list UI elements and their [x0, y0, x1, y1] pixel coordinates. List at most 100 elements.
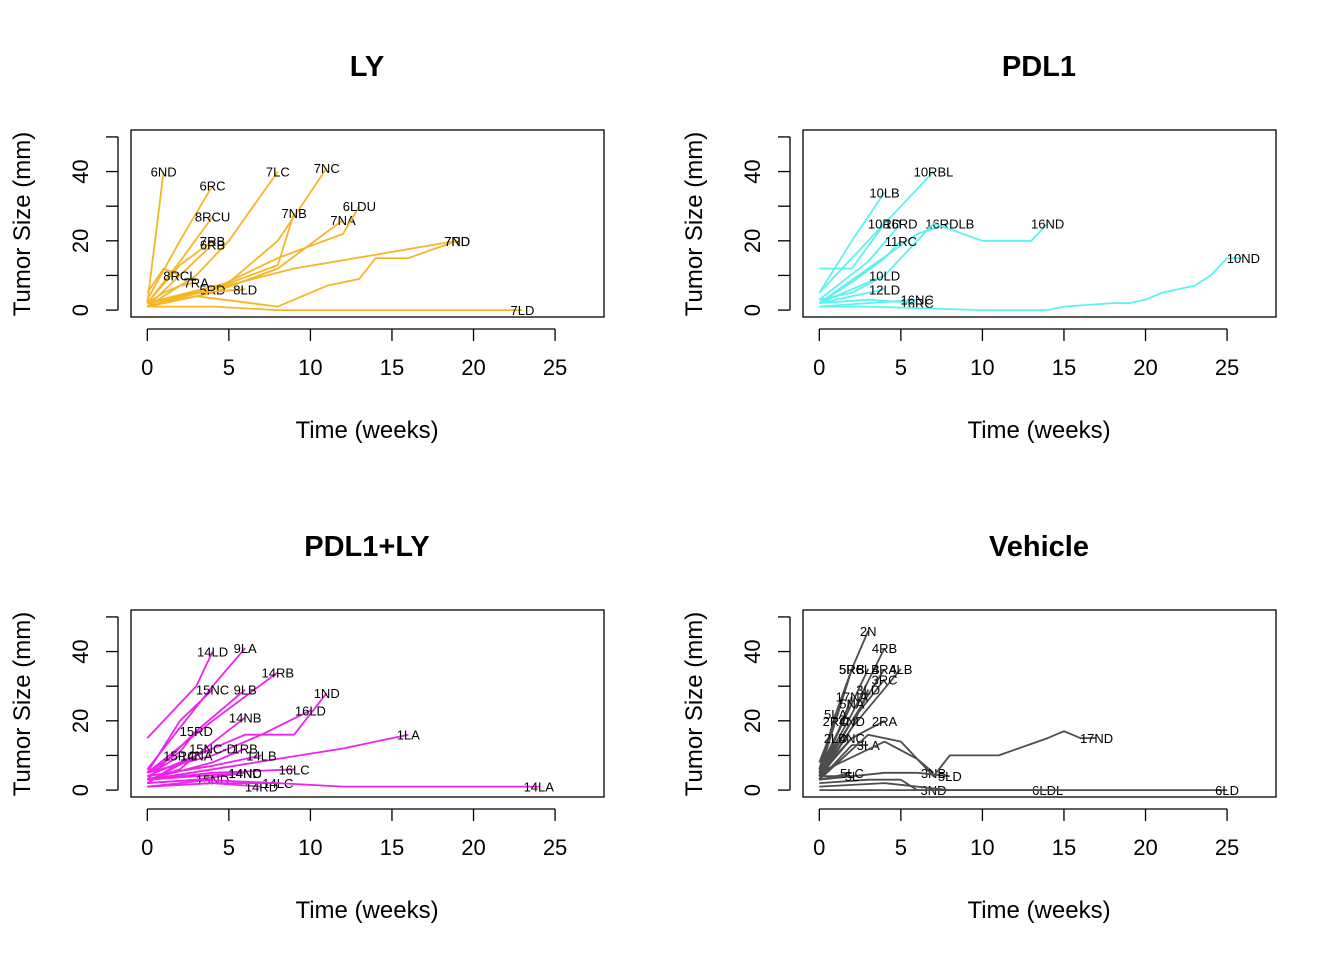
series-label: 3LA — [857, 738, 880, 753]
series-label: 12LD — [869, 282, 900, 297]
series-label: 5LD — [938, 769, 962, 784]
x-axis-label: Time (weeks) — [295, 417, 438, 444]
series-line-15RD — [146, 730, 197, 774]
series-line-14LC — [147, 782, 278, 788]
series-label: 1LA — [397, 728, 420, 743]
panel-title: LY — [350, 51, 384, 83]
series-label: 5RD — [200, 282, 226, 297]
series-line-11RC — [818, 240, 902, 304]
x-tick-label: 0 — [813, 835, 825, 860]
series-label: 15NC — [196, 683, 229, 698]
series-label: 5NA — [839, 697, 865, 712]
series-label: 10LB — [869, 185, 899, 200]
series-label: 16RDLB — [925, 217, 974, 232]
series-line-10RD — [819, 222, 886, 270]
x-tick-label: 5 — [223, 355, 235, 380]
x-tick-label: 15 — [380, 835, 404, 860]
series-label: 4RA — [872, 662, 898, 677]
panel-title: PDL1+LY — [304, 531, 429, 563]
x-axis-label: Time (weeks) — [967, 417, 1110, 444]
y-tick-label: 0 — [68, 784, 93, 796]
x-tick-label: 10 — [970, 355, 994, 380]
series-label: 7RA — [184, 275, 210, 290]
x-tick-label: 10 — [298, 355, 322, 380]
y-tick-label: 40 — [740, 639, 765, 663]
series-line-16ND — [818, 222, 1049, 304]
series-label: 7LD — [511, 303, 535, 318]
x-tick-label: 5 — [895, 355, 907, 380]
plot-frame — [802, 129, 1277, 318]
series-label: 2RC — [823, 714, 849, 729]
series-label: 14NA — [180, 748, 213, 763]
series-line-16RD — [818, 222, 902, 301]
x-tick-label: 20 — [461, 835, 485, 860]
series-label: 15NC-D — [189, 742, 236, 757]
x-tick-label: 15 — [1052, 355, 1076, 380]
plot-frame — [130, 129, 605, 318]
series-label: 9LB — [234, 683, 257, 698]
y-tick-label: 20 — [68, 709, 93, 733]
series-label: 11RC — [885, 234, 917, 249]
y-tick-label: 0 — [740, 304, 765, 316]
panel-1: PDL1 0 5 10 15 20 25 Time (weeks) 0 20 40 Tumor Siz… — [681, 51, 1277, 444]
series-line-3NB — [818, 740, 935, 774]
series-label: 5LA — [824, 707, 847, 722]
series-line-14RB — [146, 671, 279, 774]
series-line-2LD — [818, 737, 837, 770]
y-axis-label: Tumor Size (mm) — [9, 612, 36, 796]
series-label: 3LD — [856, 683, 880, 698]
series-label: 14NB — [229, 710, 262, 725]
series-label: 6ND — [151, 165, 177, 180]
series-label: 1RB — [233, 742, 258, 757]
series-label: 7NA — [330, 213, 356, 228]
x-tick-label: 25 — [543, 835, 567, 860]
series-line-1RB — [147, 747, 246, 781]
series-label: 15RC — [163, 748, 196, 763]
series-label: 6LDU — [343, 199, 376, 214]
series-line-10LD — [819, 274, 886, 301]
series-line-16NC — [819, 298, 918, 308]
x-tick-label: 15 — [380, 355, 404, 380]
series-label: 16NC — [901, 293, 934, 308]
series-line-15RC — [146, 754, 181, 774]
series-line-7NC — [147, 167, 328, 304]
series-line-6RC — [146, 184, 214, 301]
x-tick-label: 25 — [1215, 355, 1239, 380]
x-axis-label: Time (weeks) — [967, 897, 1110, 924]
series-line-7RA — [146, 281, 197, 304]
series-label: 2N — [860, 624, 877, 639]
series-line-14LA — [147, 778, 539, 788]
series-label: 6RB — [200, 237, 225, 252]
panel-3: Vehicle 0 5 10 15 20 25 Time (weeks) 0 20 40 Tumor … — [681, 531, 1277, 924]
panel-2: PDL1+LY 0 5 10 15 20 25 Time (weeks) 0 20 40 Tumor … — [9, 531, 605, 924]
series-line-14LD — [146, 651, 214, 739]
series-label: 7RB — [200, 234, 225, 249]
y-tick-label: 40 — [740, 159, 765, 183]
series-label: 7LC — [266, 165, 290, 180]
x-tick-label: 20 — [461, 355, 485, 380]
series-label: 7NB — [281, 206, 306, 221]
series-label: 5RC — [839, 662, 865, 677]
x-tick-label: 25 — [543, 355, 567, 380]
x-tick-label: 0 — [141, 835, 153, 860]
y-tick-label: 20 — [68, 229, 93, 253]
series-label: 16LC — [279, 762, 310, 777]
plot-frame — [130, 609, 605, 798]
series-label: 8LD — [233, 282, 257, 297]
series-line-8RCL — [146, 267, 181, 294]
series-label: 10LD — [869, 268, 900, 283]
series-line-6LDU — [147, 205, 361, 308]
series-line-10ND — [819, 257, 1244, 312]
series-label: 14ND — [229, 766, 262, 781]
series-label: 7ND — [444, 234, 470, 249]
series-label: 8RCU — [195, 210, 230, 225]
series-line-7RB — [146, 240, 214, 304]
series-label: 8RCL — [163, 268, 196, 283]
series-line-8LD — [147, 288, 246, 304]
series-line-7LC — [146, 171, 279, 308]
panel-title: Vehicle — [989, 531, 1089, 563]
x-tick-label: 15 — [1052, 835, 1076, 860]
series-line-12LD — [819, 288, 885, 304]
series-label: 4ND — [839, 714, 865, 729]
